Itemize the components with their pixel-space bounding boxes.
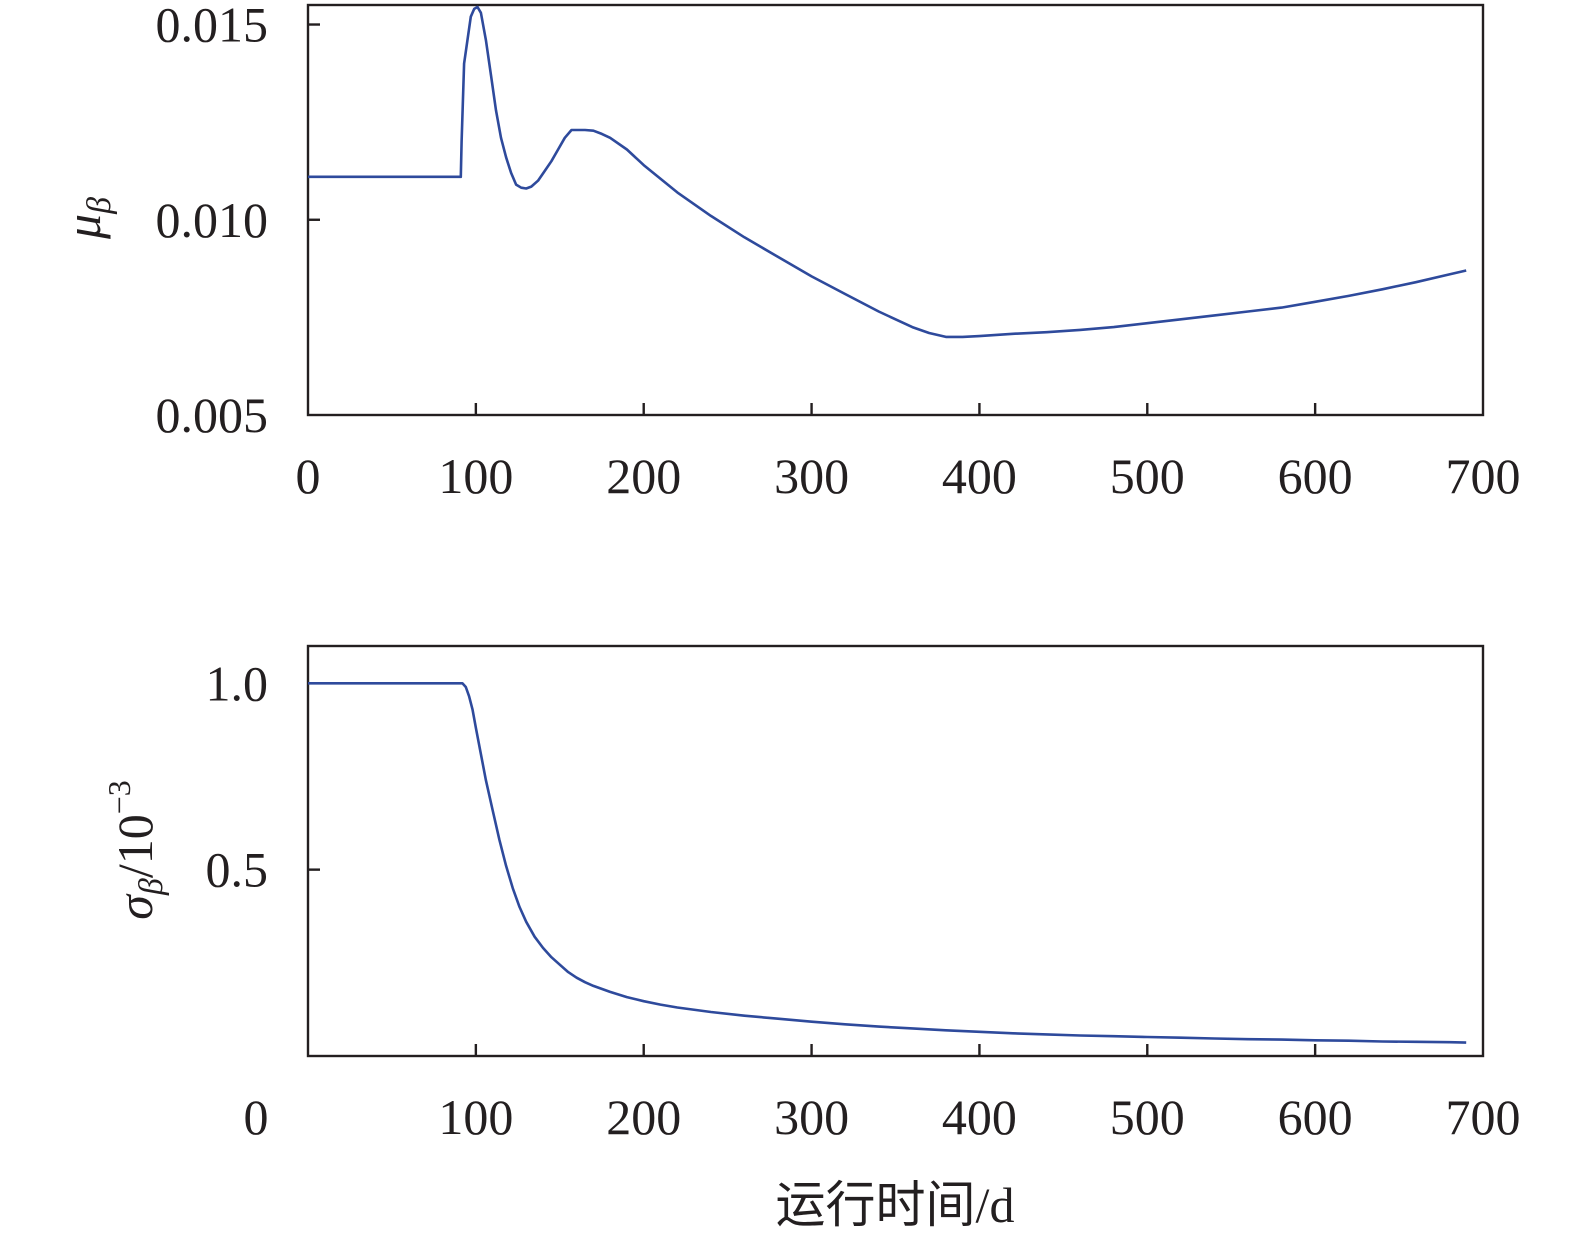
sigma-beta-x-tick-label: 500	[1110, 1089, 1185, 1145]
mu-beta-series-line	[308, 5, 1467, 339]
mu-beta-chart: μβ 0 100 200 300 400 500 600 700 0.005 0.010 0.015	[55, 0, 1521, 504]
sigma-beta-x-tick-label: 700	[1446, 1089, 1521, 1145]
sigma-beta-y-tick-label: 1.0	[206, 655, 269, 711]
sigma-unit: /10	[107, 814, 163, 878]
sigma-beta-series-line	[308, 682, 1467, 1044]
sigma-exponent: −3	[101, 780, 137, 814]
sigma-beta-x-tick-label: 200	[606, 1089, 681, 1145]
sigma-beta-x-tick-label: 0	[244, 1089, 269, 1145]
mu-beta-x-tick-label: 600	[1278, 448, 1353, 504]
mu-beta-y-tick-label: 0.015	[156, 0, 269, 53]
sigma-beta-y-tick-label: 0.5	[206, 842, 269, 898]
sigma-beta-x-tick-label: 300	[774, 1089, 849, 1145]
x-axis-title: 运行时间/d	[776, 1177, 1015, 1233]
sigma-beta-chart: σβ/10−3 0 100 200 300 400 500 600 700 0.5 1.0	[101, 644, 1521, 1145]
mu-beta-x-tick-label: 200	[606, 448, 681, 504]
sigma-subscript: β	[133, 878, 170, 896]
sigma-beta-x-tick-label: 600	[1278, 1089, 1353, 1145]
mu-beta-x-tick-label: 500	[1110, 448, 1185, 504]
mu-subscript: β	[81, 197, 118, 215]
sigma-beta-y-axis-title: σβ/10−3	[101, 780, 170, 920]
sigma-beta-plot-frame	[306, 644, 1485, 1058]
svg-text:μβ: μβ	[55, 197, 118, 240]
svg-text:σβ/10−3: σβ/10−3	[101, 780, 170, 920]
mu-beta-y-tick-label: 0.005	[156, 387, 269, 443]
sigma-beta-x-tick-label: 400	[942, 1089, 1017, 1145]
mu-beta-x-tick-label: 0	[296, 448, 321, 504]
sigma-symbol: σ	[107, 893, 163, 920]
mu-beta-x-tick-label: 700	[1446, 448, 1521, 504]
mu-beta-plot-frame	[306, 3, 1485, 417]
sigma-beta-x-tick-label: 100	[438, 1089, 513, 1145]
mu-beta-x-tick-label: 300	[774, 448, 849, 504]
mu-beta-x-tick-label: 400	[942, 448, 1017, 504]
mu-beta-x-tick-label: 100	[438, 448, 513, 504]
mu-beta-y-tick-label: 0.010	[156, 192, 269, 248]
mu-symbol: μ	[55, 214, 111, 240]
mu-beta-y-axis-title: μβ	[55, 197, 118, 240]
